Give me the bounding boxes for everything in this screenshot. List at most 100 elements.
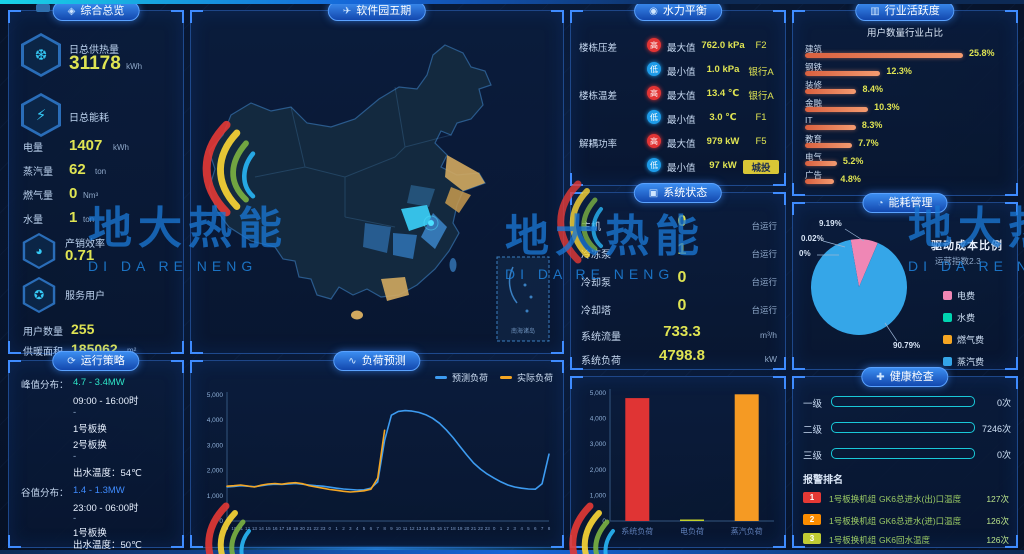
svg-text:0: 0 — [329, 526, 332, 531]
svg-text:2,000: 2,000 — [590, 467, 607, 474]
svg-text:18: 18 — [286, 526, 292, 531]
hydraulic-row: 楼栋温差 高 最大值 13.4 ℃ 银行A — [579, 86, 774, 102]
province-anhui-jiangxi[interactable] — [421, 213, 447, 249]
cost-pie-chart[interactable] — [793, 203, 927, 369]
svg-text:12: 12 — [245, 526, 251, 531]
forecast-legend: 预测负荷 实际负荷 — [434, 371, 553, 384]
rank-2-badge: 2 — [803, 514, 821, 525]
svg-text:9: 9 — [226, 526, 229, 531]
svg-text:21: 21 — [307, 526, 313, 531]
industry-bar-chart[interactable]: 建筑 25.8% 钢铁 12.3% 装修 8.4% 金融 10.3% IT 8.3% 教育… — [805, 44, 995, 184]
svg-text:13: 13 — [252, 526, 258, 531]
svg-text:0: 0 — [602, 518, 606, 525]
province-hubei[interactable] — [401, 205, 433, 231]
daily-energy-label: 日总能耗 — [69, 113, 109, 124]
alarm-row[interactable]: 3 1号板换机组 GK6回水温度 126次 — [793, 532, 1017, 548]
forecast-icon: ∿ — [348, 356, 357, 367]
svg-text:13: 13 — [416, 526, 422, 531]
system-row: 冷冻泵 1 台运行 — [581, 241, 777, 261]
svg-text:2,000: 2,000 — [207, 468, 224, 475]
svg-text:10: 10 — [396, 526, 402, 531]
hydraulic-row: 解耦功率 高 最大值 979 kW F5 — [579, 134, 767, 150]
rank-1-badge: 1 — [803, 492, 821, 503]
heat-icon: ❆ — [21, 33, 61, 77]
pie-callout-electricity: 9.19% — [819, 219, 842, 228]
peak-device-2: 2号板换 — [73, 440, 107, 451]
high-badge-icon: 高 — [647, 134, 661, 148]
svg-text:0: 0 — [493, 526, 496, 531]
industry-icon: ▥ — [870, 6, 880, 17]
svg-text:5,000: 5,000 — [590, 390, 607, 397]
alarm-row[interactable]: 1 1号板换机组 GK6总进水(出)口温度 127次 — [793, 491, 1017, 507]
legend-forecast-load[interactable]: 预测负荷 — [434, 371, 488, 384]
hydraulic-panel: ◉ 水力平衡 楼栋压差 高 最大值 762.0 kPa F2 低 最小值 1.0 … — [570, 1, 786, 186]
map-panel: ✈ 软件园五期 南海诸岛 — [190, 1, 564, 354]
svg-text:14: 14 — [259, 526, 265, 531]
load-compare-bar-chart[interactable]: 0 1,000 2,000 3,000 4,000 5,000 系统负荷 电负荷 蒸汽负荷 — [578, 383, 778, 541]
hydraulic-row: 低 最小值 1.0 kPa 银行A — [571, 61, 785, 79]
strategy-panel: ⟳ 运行策略 峰值分布： 4.7 - 3.4MW 09:00 - 16:00时 -… — [8, 351, 184, 551]
svg-text:12: 12 — [409, 526, 415, 531]
health-panel-title: ✚ 健康检查 — [861, 367, 949, 387]
alarm-ranking-title: 报警排名 — [803, 475, 843, 486]
svg-text:11: 11 — [238, 526, 243, 531]
china-map[interactable]: 南海诸岛 — [195, 23, 559, 349]
peak-outlet-temp: 出水温度：54℃ — [73, 468, 142, 479]
legend-water-fee[interactable]: 水费 — [943, 311, 984, 324]
svg-text:10: 10 — [231, 526, 237, 531]
hydraulic-row: 低 最小值 97 kW 城投 — [571, 157, 785, 175]
valley-device-1: 1号板换 — [73, 528, 107, 539]
svg-text:1: 1 — [500, 526, 503, 531]
legend-steam-fee[interactable]: 蒸汽费 — [943, 355, 984, 368]
pie-callout-steam: 90.79% — [893, 341, 921, 350]
overview-panel-title: ◈ 综合总览 — [52, 1, 140, 21]
svg-text:16: 16 — [437, 526, 443, 531]
svg-text:17: 17 — [444, 526, 450, 531]
province-hunan[interactable] — [393, 233, 417, 259]
daily-heat-value: 31178 kWh — [69, 53, 143, 74]
svg-text:3,000: 3,000 — [590, 441, 607, 448]
province-guangdong[interactable] — [381, 277, 409, 301]
province-hainan[interactable] — [351, 310, 363, 320]
svg-text:2: 2 — [342, 526, 345, 531]
valley-label: 谷值分布： — [21, 488, 69, 499]
bottom-glow-bar — [190, 547, 562, 552]
svg-text:1,000: 1,000 — [590, 492, 607, 499]
svg-text:3: 3 — [349, 526, 352, 531]
health-panel: ✚ 健康检查 一级 0次 二级 7246次 三级 0次 报警排名 1 1号板换机组… — [792, 367, 1018, 548]
system-row: 系统流量 733.3 m³/h — [581, 323, 777, 343]
alarm-level-row: 一级 0次 — [803, 396, 1011, 410]
alarm-row[interactable]: 2 1号板换机组 GK6总进水(进)口温度 126次 — [793, 513, 1017, 529]
province-shandong[interactable] — [445, 155, 485, 191]
legend-gas-fee[interactable]: 燃气费 — [943, 333, 984, 346]
svg-text:6: 6 — [534, 526, 537, 531]
legend-electricity-fee[interactable]: 电费 — [943, 289, 984, 302]
strategy-icon: ⟳ — [67, 356, 76, 367]
station-marker[interactable] — [428, 220, 434, 226]
industry-panel-title: ▥ 行业活跃度 — [855, 1, 955, 21]
svg-text:4,000: 4,000 — [590, 416, 607, 423]
legend-actual-load[interactable]: 实际负荷 — [499, 371, 553, 384]
province-taiwan[interactable] — [449, 258, 457, 272]
dove-icon: ✈ — [342, 6, 352, 17]
svg-text:1,000: 1,000 — [207, 493, 224, 500]
china-outline — [208, 44, 492, 300]
svg-text:19: 19 — [457, 526, 463, 531]
system-row: 系统负荷 4798.8 kW — [581, 347, 777, 367]
province-guizhou[interactable] — [363, 223, 391, 253]
svg-text:22: 22 — [478, 526, 484, 531]
valley-outlet-temp: 出水温度：50℃ — [73, 540, 142, 551]
svg-text:5,000: 5,000 — [207, 392, 224, 399]
province-jiangsu[interactable] — [445, 187, 471, 213]
system-row: 冷却泵 0 台运行 — [581, 269, 777, 289]
pie-subtitle: 运营指数2.3 — [935, 256, 981, 266]
pie-legend: 电费 水费 燃气费 蒸汽费 — [943, 289, 984, 368]
hydraulic-row: 低 最小值 3.0 ℃ F1 — [571, 109, 785, 127]
province-henan[interactable] — [407, 185, 435, 207]
valley-time: 23:00 - 06:00时 — [73, 503, 139, 514]
top-accent-strip — [0, 0, 1024, 4]
pie-callout-water: 0.02% — [801, 234, 824, 243]
industry-subtitle: 用户数量行业占比 — [866, 28, 943, 39]
